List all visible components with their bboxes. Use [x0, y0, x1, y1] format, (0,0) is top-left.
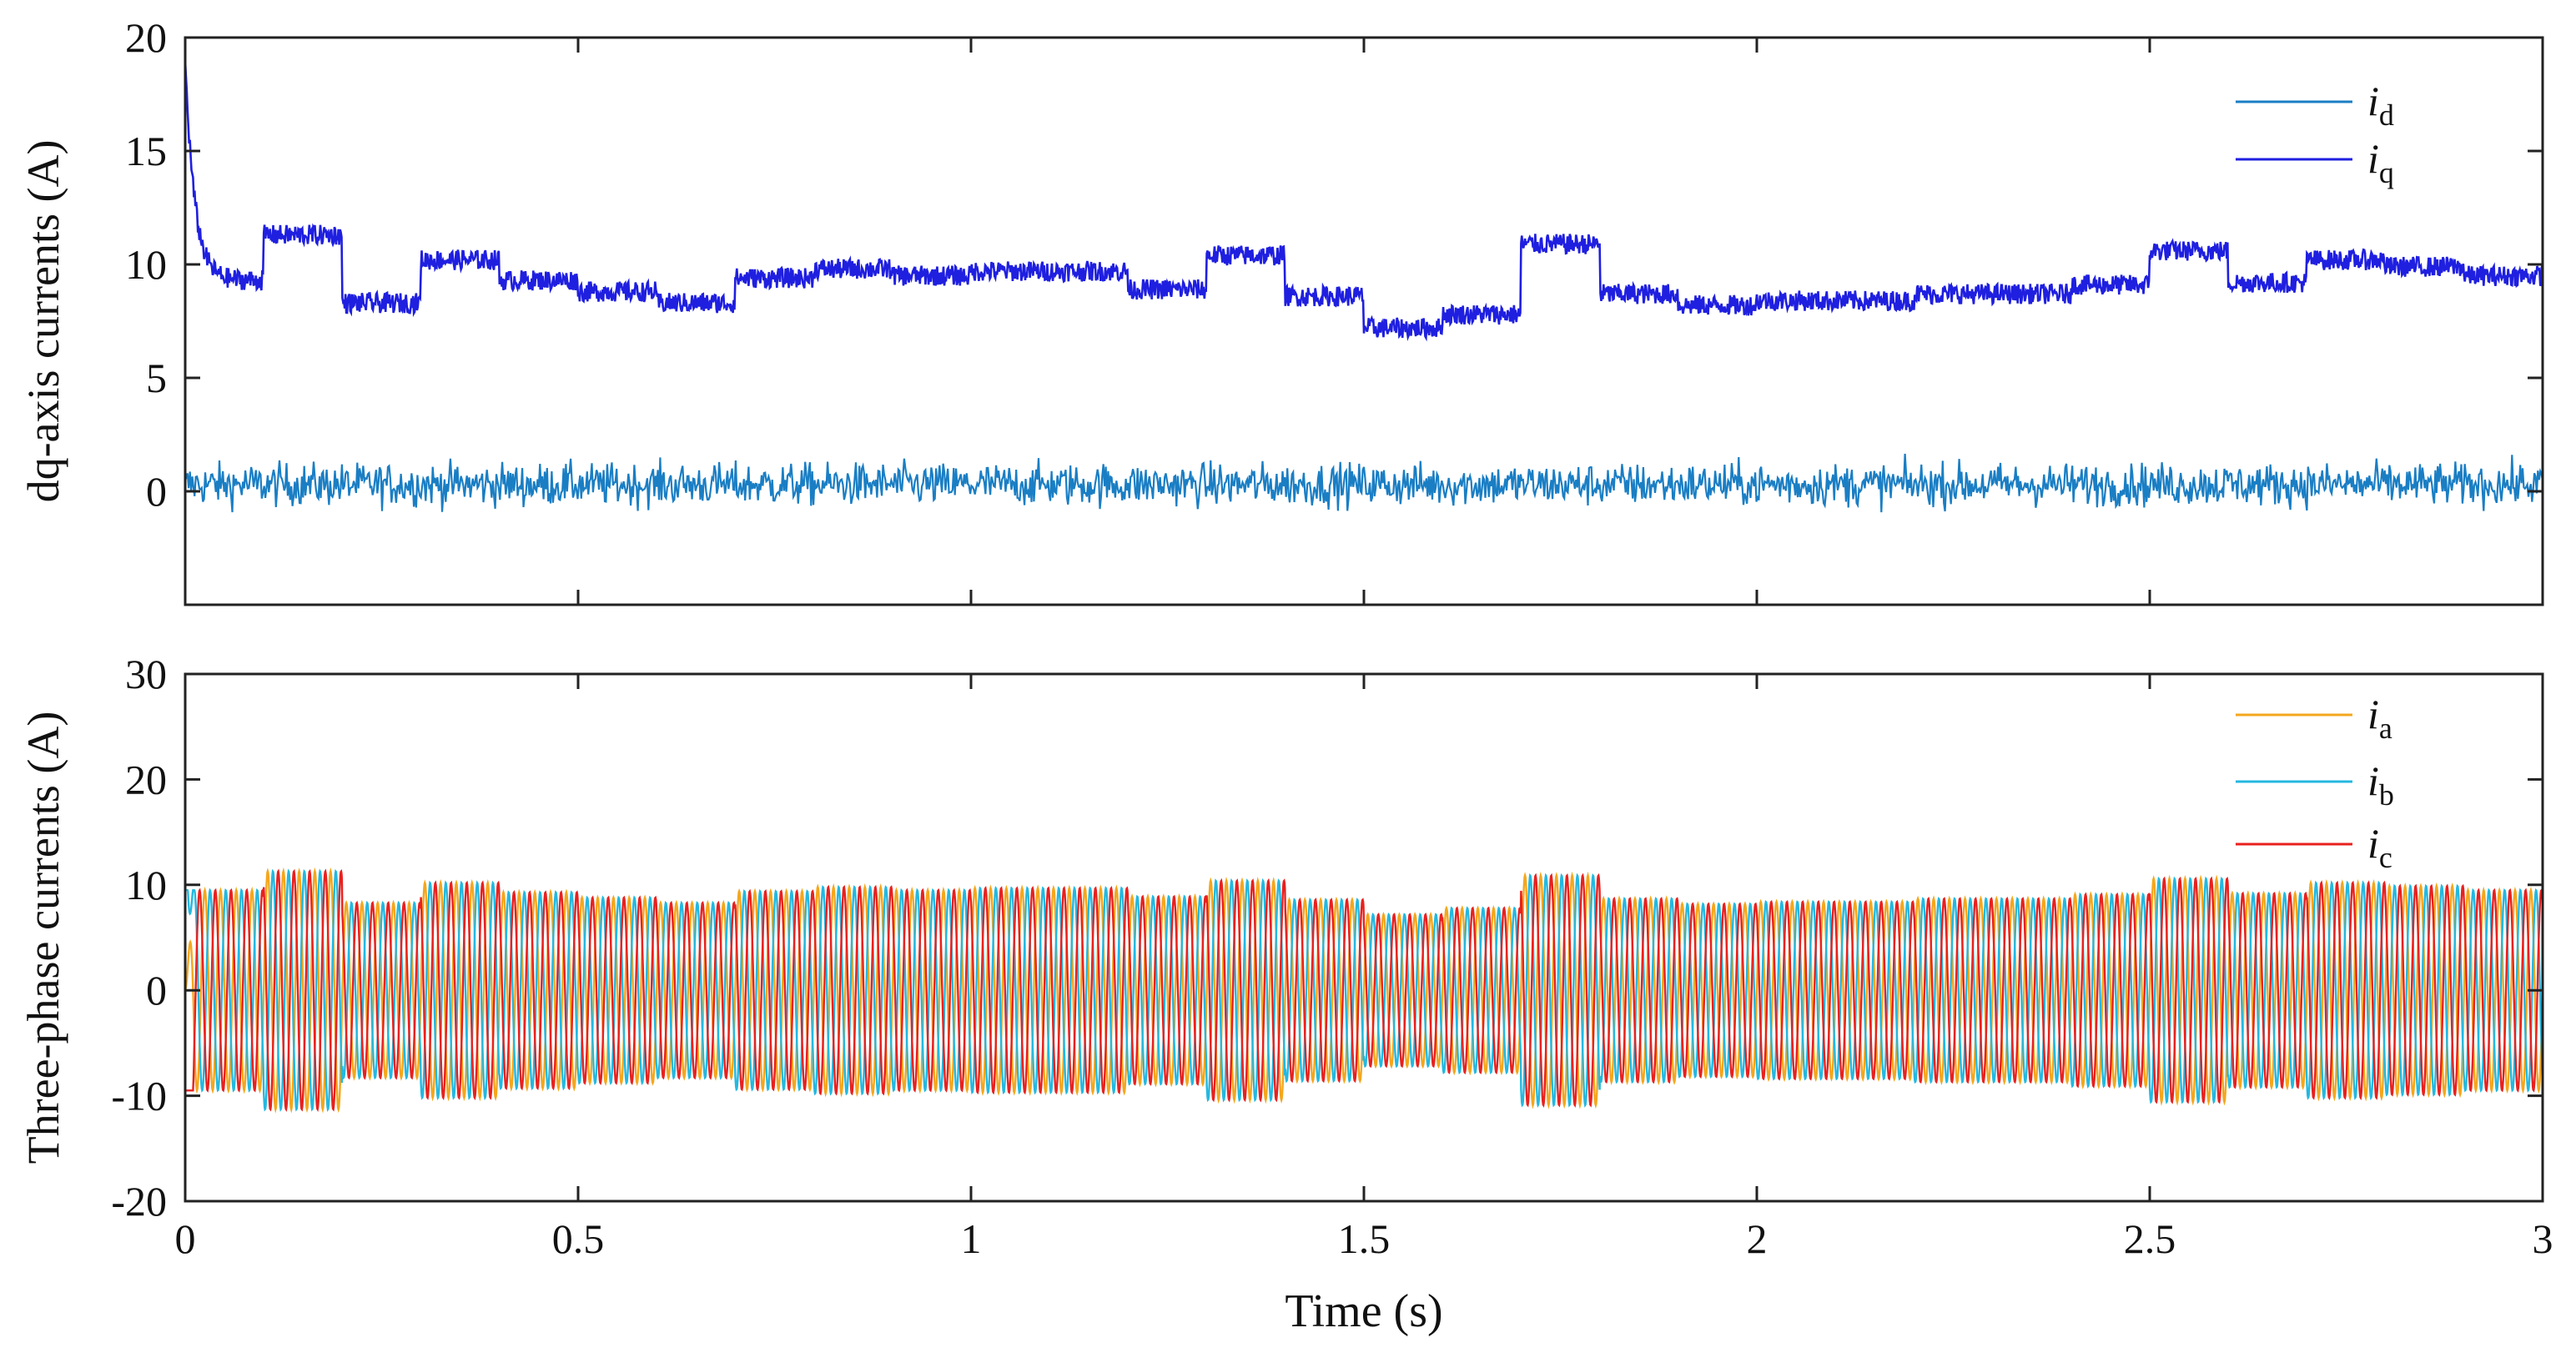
three-phase-series-group: [184, 867, 2544, 1114]
legend-label-ic: ic: [2367, 820, 2392, 874]
y-tick-label: 0: [146, 468, 167, 515]
x-tick-label: 2.5: [2124, 1215, 2176, 1262]
y-tick-label: 15: [125, 128, 167, 174]
series-line-ib: [185, 868, 2544, 1112]
dq-y-ticks: 20 15 10 5 0: [125, 14, 2543, 515]
y-tick-label: -10: [111, 1073, 167, 1119]
three-phase-legend: ia ib ic: [2236, 691, 2394, 874]
dq-x-ticks: [184, 38, 2544, 605]
series-line-iq: [184, 60, 2544, 491]
x-axis-label: Time (s): [1285, 1285, 1442, 1337]
x-tick-label: 3: [2533, 1215, 2553, 1262]
x-tick-label: 0: [175, 1215, 196, 1262]
legend-label-iq: iq: [2367, 135, 2394, 189]
x-tick-label: 2: [1747, 1215, 1768, 1262]
dq-y-axis-label: dq-axis currents (A): [18, 140, 68, 503]
x-tick-label: 0.5: [552, 1215, 605, 1262]
dq-panel: 20 15 10 5 0 dq-axis currents (A) id iq: [18, 14, 2544, 606]
three-phase-x-ticks: 0 0.5 1 1.5 2 2.5 3: [175, 674, 2553, 1262]
y-tick-label: 5: [146, 355, 167, 401]
dq-legend: id iq: [2236, 78, 2394, 189]
x-tick-label: 1.5: [1338, 1215, 1391, 1262]
y-tick-label: 20: [125, 14, 167, 61]
legend-label-id: id: [2367, 78, 2394, 132]
y-tick-label: 10: [125, 241, 167, 288]
three-phase-panel: 30 20 10 0 -10 -20 0 0.5 1 1.5 2 2.5 3 Three-phase …: [18, 651, 2553, 1337]
y-tick-label: 30: [125, 651, 167, 697]
series-line-ia: [184, 867, 2544, 1114]
y-tick-label: 0: [146, 967, 167, 1013]
three-phase-y-ticks: 30 20 10 0 -10 -20: [111, 651, 2543, 1225]
legend-label-ib: ib: [2367, 757, 2394, 812]
series-line-id: [184, 453, 2544, 513]
dq-series-group: [184, 60, 2544, 513]
y-tick-label: -20: [111, 1178, 167, 1225]
legend-label-ia: ia: [2367, 691, 2392, 745]
x-tick-label: 1: [961, 1215, 982, 1262]
three-phase-y-axis-label: Three-phase currents (A): [18, 712, 68, 1164]
series-line-ic: [185, 868, 2544, 1112]
y-tick-label: 10: [125, 862, 167, 908]
y-tick-label: 20: [125, 756, 167, 802]
